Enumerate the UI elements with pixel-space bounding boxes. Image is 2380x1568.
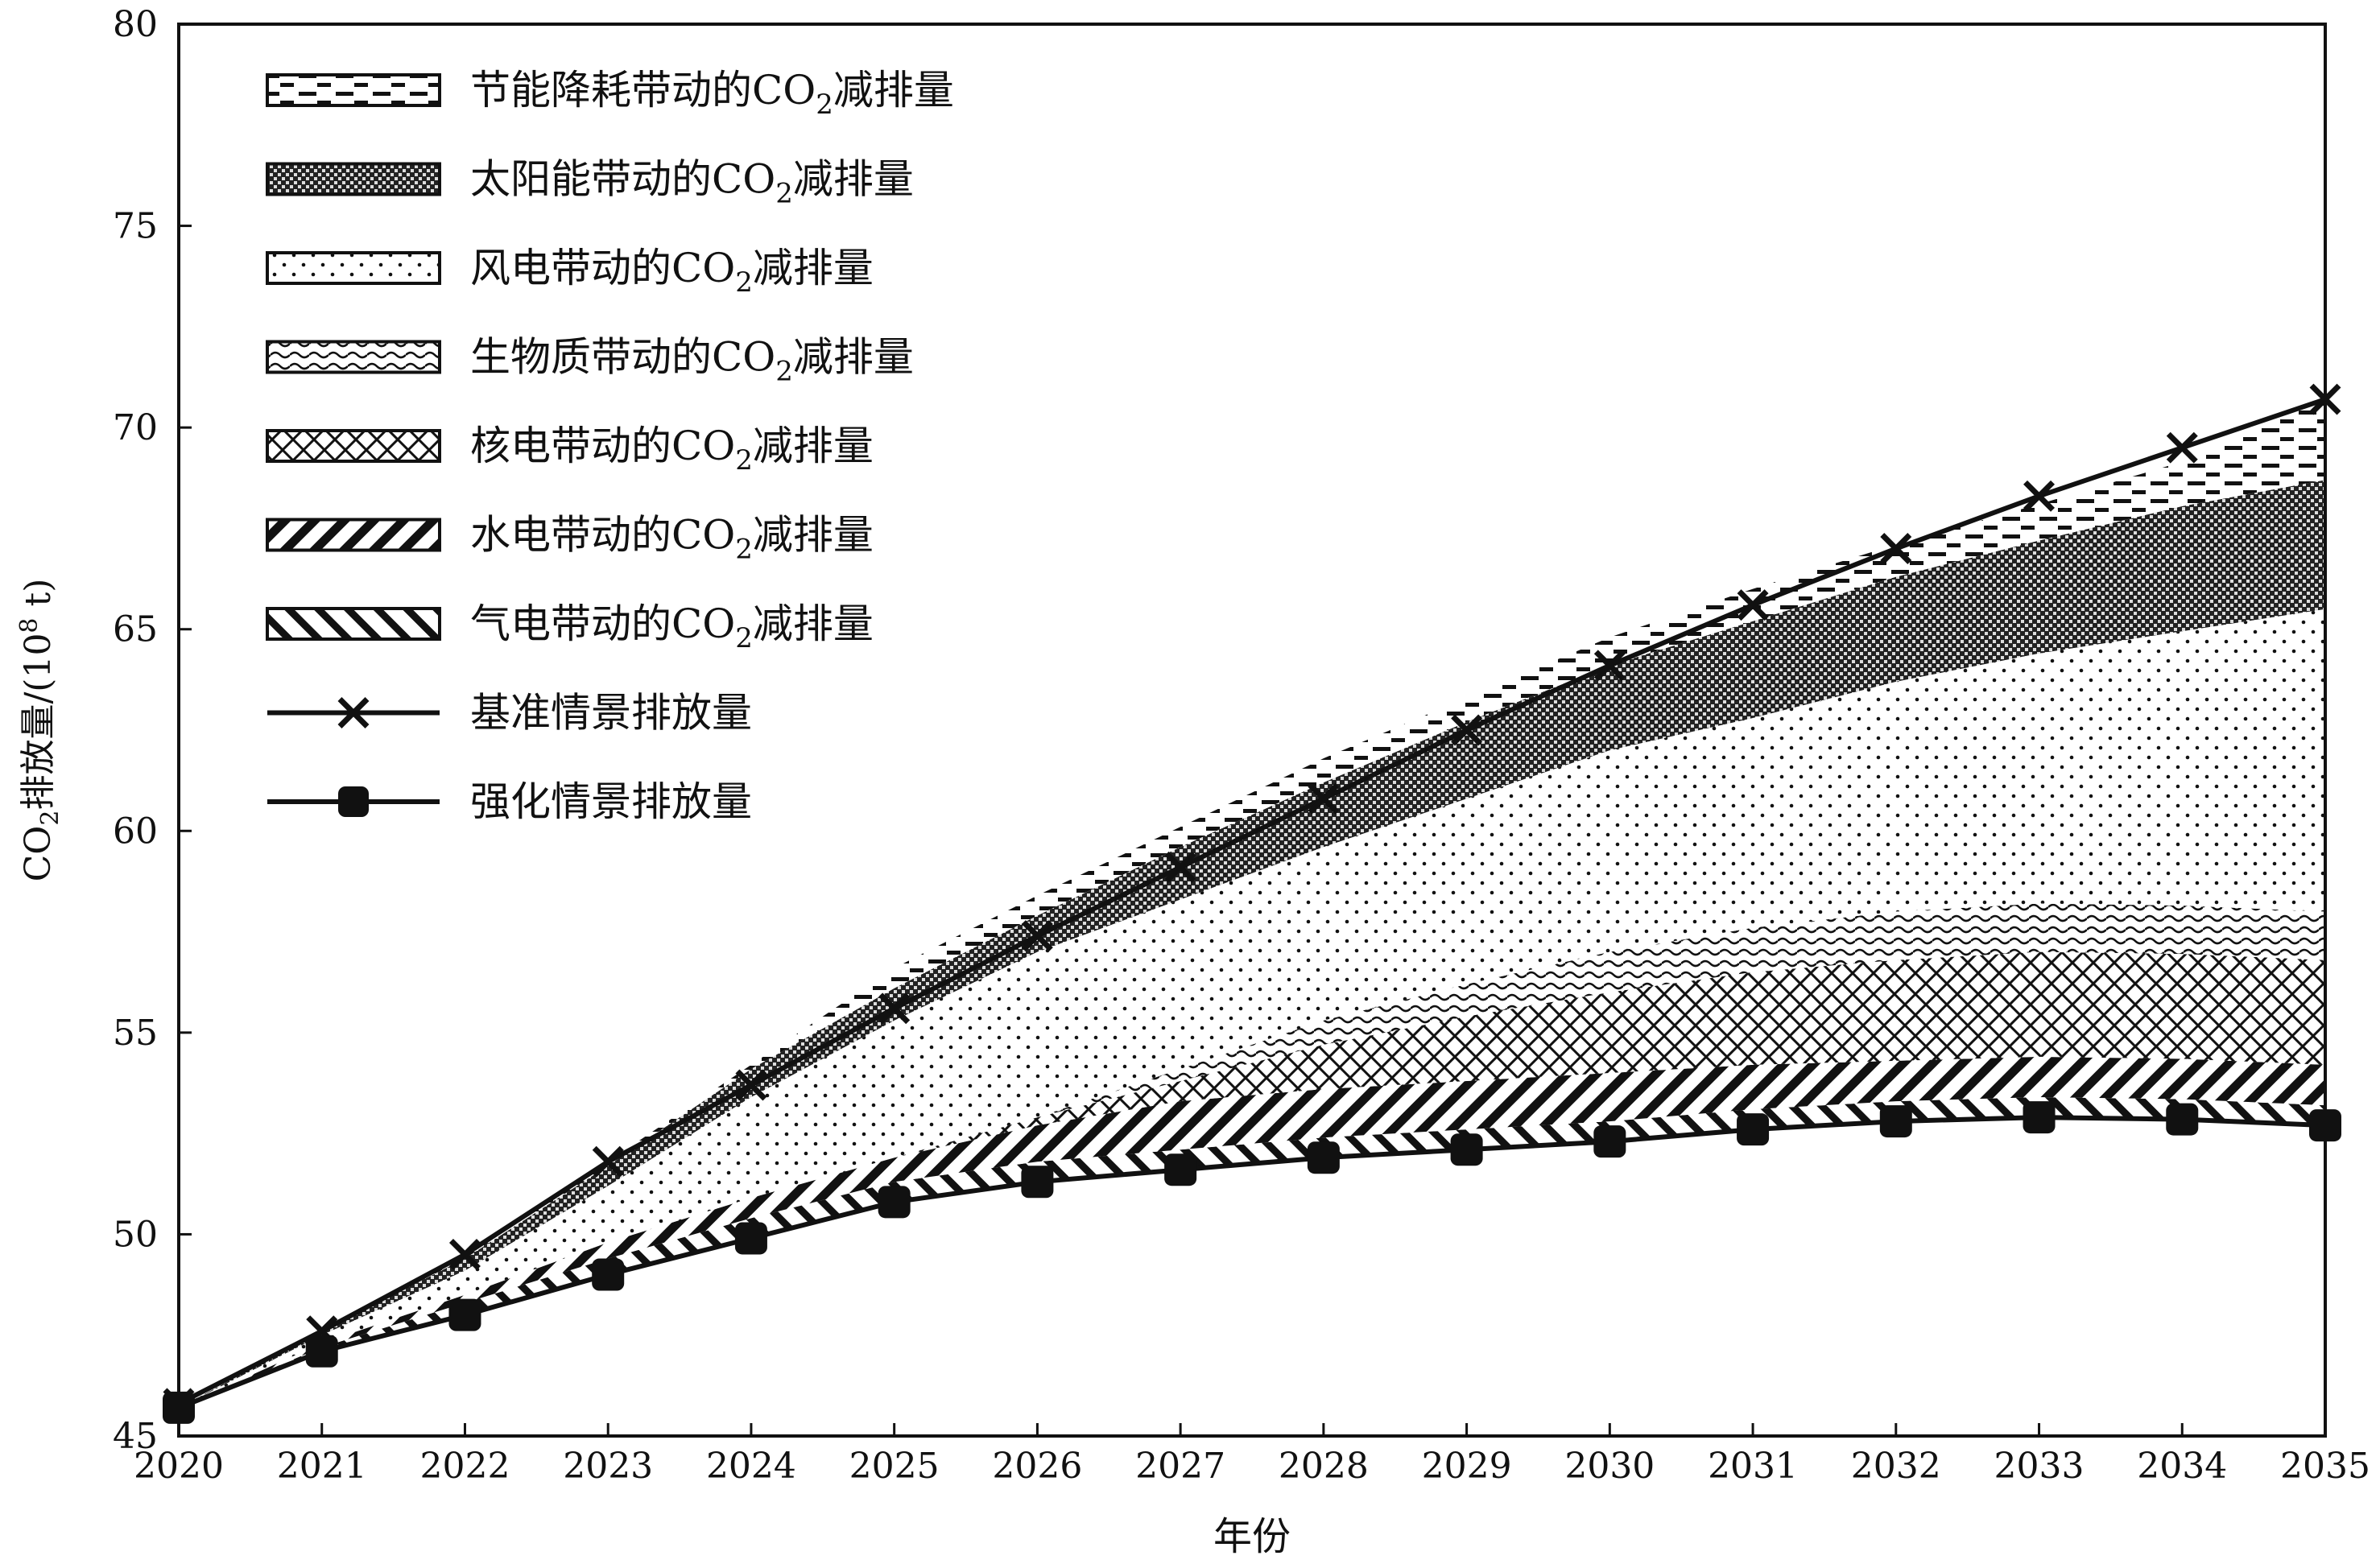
y-tick-label: 60: [113, 811, 158, 852]
y-axis-title-sup: 8: [15, 617, 43, 633]
y-axis-title: CO2排放量/(108 t): [15, 579, 64, 882]
legend-label: 节能降耗带动的CO2减排量: [470, 67, 954, 121]
stacked-areas: [179, 399, 2325, 1408]
area-dots: [179, 609, 2325, 1408]
x-tick-label: 2028: [1279, 1446, 1369, 1487]
legend-label: 风电带动的CO2减排量: [470, 245, 874, 299]
x-axis-title: 年份: [1213, 1514, 1291, 1559]
area-dashes: [179, 399, 2325, 1408]
y-axis-title-main: CO: [18, 826, 59, 882]
enhanced-point: [592, 1258, 625, 1291]
legend-item: 节能降耗带动的CO2减排量: [266, 67, 954, 121]
legend: 节能降耗带动的CO2减排量太阳能带动的CO2减排量风电带动的CO2减排量生物质带…: [266, 67, 954, 825]
baseline-line: [177, 397, 2326, 1406]
legend-swatch: [266, 340, 441, 374]
y-tick-label: 55: [113, 1013, 158, 1054]
legend-label: 生物质带动的CO2减排量: [470, 334, 914, 388]
x-tick-label: 2029: [1422, 1446, 1512, 1487]
legend-marker: [338, 786, 369, 817]
enhanced-line: [177, 1115, 2326, 1410]
x-tick-label: 2030: [1564, 1446, 1655, 1487]
baseline-point: [448, 1239, 481, 1270]
y-tick-label: 80: [113, 4, 158, 45]
baseline-point: [2166, 431, 2198, 464]
baseline-point: [1308, 782, 1340, 815]
x-tick-label: 2026: [992, 1446, 1082, 1487]
x-tick-label: 2034: [2137, 1446, 2227, 1487]
legend-item: 风电带动的CO2减排量: [266, 245, 874, 299]
plot-frame: [177, 23, 2327, 1438]
enhanced-point: [1737, 1113, 1770, 1146]
legend-item: 核电带动的CO2减排量: [266, 423, 874, 477]
enhanced-point: [1879, 1105, 1912, 1138]
x-tick-label: 2033: [1994, 1446, 2085, 1487]
enhanced-point: [1450, 1133, 1483, 1166]
axes: 2020 2021 2022 2023 2024 2025 2026 2027 2028 2029…: [113, 4, 2370, 1487]
enhanced-point: [734, 1222, 767, 1255]
area-crosshatch: [179, 951, 2325, 1408]
baseline-point: [2023, 480, 2056, 512]
y-axis-title-rest: 排放量/(10: [18, 633, 59, 811]
x-tick-label: 2025: [849, 1446, 940, 1487]
baseline-point: [1880, 533, 1912, 564]
enhanced-point: [305, 1335, 338, 1368]
area-diag-right: [179, 1097, 2325, 1408]
baseline-point: [1021, 920, 1053, 952]
legend-item: 水电带动的CO2减排量: [266, 512, 874, 566]
y-tick-label: 50: [113, 1214, 158, 1255]
x-tick-label: 2032: [1851, 1446, 1941, 1487]
enhanced-point: [1021, 1166, 1054, 1199]
x-tick-label: 2023: [563, 1446, 653, 1487]
legend-swatch: [266, 73, 441, 107]
y-tick-label: 65: [113, 609, 158, 650]
series-lines: [163, 383, 2341, 1424]
y-axis-title-tail: t): [18, 579, 59, 618]
enhanced-point: [1593, 1125, 1626, 1158]
enhanced-point: [1164, 1153, 1197, 1186]
enhanced-point: [1307, 1141, 1340, 1174]
legend-label: 基准情景排放量: [470, 690, 752, 737]
y-axis-title-sub: 2: [36, 811, 64, 826]
enhanced-point: [878, 1186, 911, 1219]
x-tick-label: 2024: [706, 1446, 796, 1487]
area-diag-left: [179, 1056, 2325, 1408]
baseline-point: [878, 992, 911, 1025]
legend-label: 太阳能带动的CO2减排量: [470, 156, 914, 210]
y-tick-label: 75: [113, 206, 158, 247]
legend-label: 核电带动的CO2减排量: [470, 423, 874, 477]
legend-swatch: [266, 607, 441, 641]
y-tick-label: 45: [113, 1416, 158, 1457]
baseline-point: [592, 1145, 624, 1178]
legend-swatch: [266, 162, 441, 196]
enhanced-point: [2023, 1101, 2056, 1134]
baseline-point: [1451, 714, 1483, 746]
baseline-point: [1593, 650, 1626, 682]
baseline-point: [735, 1069, 767, 1101]
x-tick-label: 2020: [134, 1446, 224, 1487]
y-tick-label: 70: [113, 407, 158, 448]
legend-marker: [337, 697, 370, 728]
enhanced-point: [2166, 1103, 2199, 1136]
x-tick-label: 2035: [2280, 1446, 2370, 1487]
legend-swatch: [266, 429, 441, 463]
legend-item: 太阳能带动的CO2减排量: [266, 156, 914, 210]
area-dense-check: [179, 480, 2325, 1408]
legend-label: 强化情景排放量: [470, 778, 752, 825]
x-tick-label: 2027: [1135, 1446, 1225, 1487]
legend-item: 基准情景排放量: [267, 690, 752, 737]
baseline-point: [1164, 851, 1196, 883]
legend-swatch: [266, 518, 441, 552]
enhanced-point: [448, 1298, 481, 1331]
baseline-point: [1737, 589, 1769, 621]
legend-label: 水电带动的CO2减排量: [470, 512, 874, 566]
legend-swatch: [266, 251, 441, 285]
legend-item: 强化情景排放量: [267, 778, 752, 825]
legend-item: 气电带动的CO2减排量: [266, 600, 874, 654]
legend-label: 气电带动的CO2减排量: [470, 600, 874, 654]
x-tick-label: 2031: [1708, 1446, 1798, 1487]
x-tick-label: 2022: [419, 1446, 510, 1487]
x-tick-label: 2021: [277, 1446, 367, 1487]
legend-item: 生物质带动的CO2减排量: [266, 334, 914, 388]
